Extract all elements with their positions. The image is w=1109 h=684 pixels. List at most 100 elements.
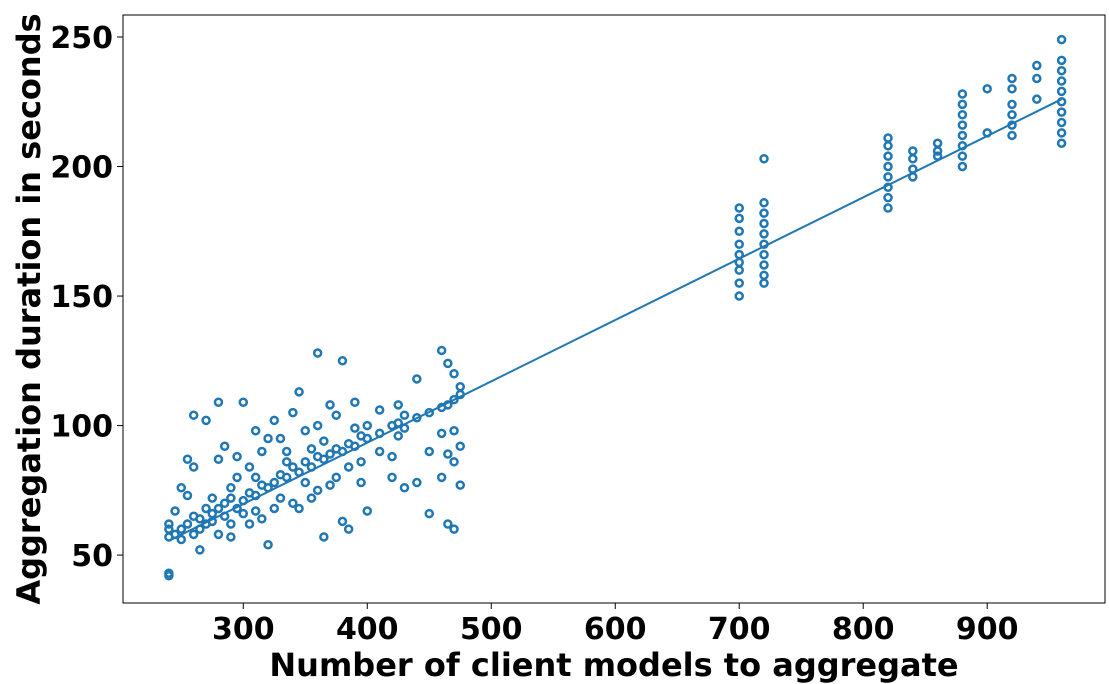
scatter-point bbox=[1007, 84, 1017, 94]
scatter-point bbox=[734, 278, 744, 288]
scatter-point bbox=[269, 415, 280, 426]
scatter-point bbox=[232, 451, 242, 462]
scatter-point bbox=[957, 161, 968, 172]
scatter-point bbox=[883, 192, 893, 203]
scatter-point bbox=[213, 503, 224, 514]
scatter-point bbox=[759, 229, 769, 239]
scatter-point bbox=[226, 482, 236, 493]
scatter-point bbox=[288, 498, 298, 509]
scatter-point bbox=[399, 482, 410, 493]
scatter-point bbox=[883, 161, 893, 172]
scatter-point bbox=[257, 514, 267, 524]
scatter-point bbox=[232, 472, 242, 483]
scatter-point bbox=[312, 348, 323, 358]
scatter-point bbox=[337, 516, 348, 527]
scatter-point bbox=[1032, 73, 1042, 84]
scatter-point bbox=[1056, 107, 1067, 117]
scatter-point bbox=[1056, 65, 1067, 76]
scatter-point bbox=[263, 433, 273, 444]
y-tick-label: 100 bbox=[50, 410, 113, 445]
scatter-point bbox=[281, 457, 292, 467]
scatter-point bbox=[443, 358, 453, 369]
scatter-point bbox=[1007, 130, 1017, 141]
scatter-point bbox=[455, 381, 466, 392]
scatter-point bbox=[883, 141, 893, 151]
scatter-point bbox=[1056, 117, 1067, 128]
scatter-point bbox=[449, 394, 459, 405]
scatter-point bbox=[443, 449, 453, 459]
scatter-point bbox=[436, 428, 447, 439]
scatter-point bbox=[170, 506, 180, 516]
scatter-point bbox=[288, 407, 298, 418]
scatter-point bbox=[250, 425, 261, 436]
scatter-point bbox=[908, 154, 918, 164]
scatter-point bbox=[374, 405, 385, 415]
scatter-point bbox=[250, 506, 261, 516]
scatter-point bbox=[759, 208, 769, 218]
scatter-point bbox=[226, 493, 236, 503]
scatter-point bbox=[213, 529, 224, 540]
x-tick-label: 400 bbox=[336, 612, 399, 647]
x-tick-label: 600 bbox=[584, 612, 647, 647]
scatter-point bbox=[932, 138, 943, 148]
scatter-point bbox=[319, 532, 329, 542]
scatter-point bbox=[1007, 73, 1017, 84]
scatter-point bbox=[312, 420, 323, 431]
scatter-point bbox=[734, 213, 744, 224]
scatter-point bbox=[176, 534, 187, 545]
scatter-point bbox=[164, 519, 174, 529]
scatter-point bbox=[350, 423, 360, 433]
scatter-point bbox=[257, 446, 267, 457]
scatter-point bbox=[219, 441, 230, 452]
scatter-point bbox=[1056, 86, 1067, 97]
scatter-point bbox=[883, 172, 893, 182]
scatter-point bbox=[883, 203, 893, 213]
scatter-point bbox=[269, 503, 280, 514]
scatter-point bbox=[883, 151, 893, 161]
scatter-point bbox=[734, 291, 744, 301]
scatter-point bbox=[182, 454, 193, 464]
scatter-point bbox=[195, 514, 205, 524]
x-tick-label: 700 bbox=[708, 612, 771, 647]
x-tick-label: 900 bbox=[956, 612, 1019, 647]
scatter-point bbox=[281, 446, 292, 457]
scatter-point bbox=[219, 498, 230, 509]
scatter-point bbox=[226, 519, 236, 529]
scatter-point bbox=[412, 477, 422, 488]
scatter-point bbox=[957, 151, 968, 161]
scatter-point bbox=[300, 425, 311, 436]
x-tick-label: 800 bbox=[832, 612, 895, 647]
scatter-point bbox=[164, 524, 174, 534]
scatter-point bbox=[207, 493, 218, 503]
scatter-point bbox=[275, 433, 286, 444]
scatter-point bbox=[213, 454, 224, 464]
scatter-point bbox=[176, 482, 187, 493]
scatter-point bbox=[226, 532, 236, 542]
scatter-point bbox=[176, 524, 187, 534]
scatter-point bbox=[734, 203, 744, 213]
scatter-point bbox=[213, 397, 224, 408]
scatter-point bbox=[294, 387, 304, 397]
scatter-point bbox=[455, 480, 466, 490]
scatter-point bbox=[455, 441, 466, 452]
scatter-point bbox=[734, 239, 744, 249]
scatter-point bbox=[362, 506, 373, 516]
scatter-point bbox=[1056, 138, 1067, 148]
scatter-point bbox=[343, 524, 354, 534]
scatter-point bbox=[393, 400, 404, 410]
scatter-point bbox=[957, 109, 968, 120]
scatter-point bbox=[356, 477, 366, 488]
scatter-point bbox=[734, 226, 744, 237]
scatter-point bbox=[362, 420, 373, 431]
scatter-point bbox=[201, 415, 211, 426]
scatter-point bbox=[734, 265, 744, 275]
scatter-point bbox=[908, 146, 918, 156]
scatter-point bbox=[759, 260, 769, 270]
scatter-point bbox=[312, 485, 323, 496]
x-axis-label: Number of client models to aggregate bbox=[269, 646, 958, 684]
scatter-point bbox=[288, 462, 298, 472]
scatter-point bbox=[325, 400, 335, 410]
scatter-point bbox=[201, 503, 211, 514]
scatter-point bbox=[957, 130, 968, 141]
